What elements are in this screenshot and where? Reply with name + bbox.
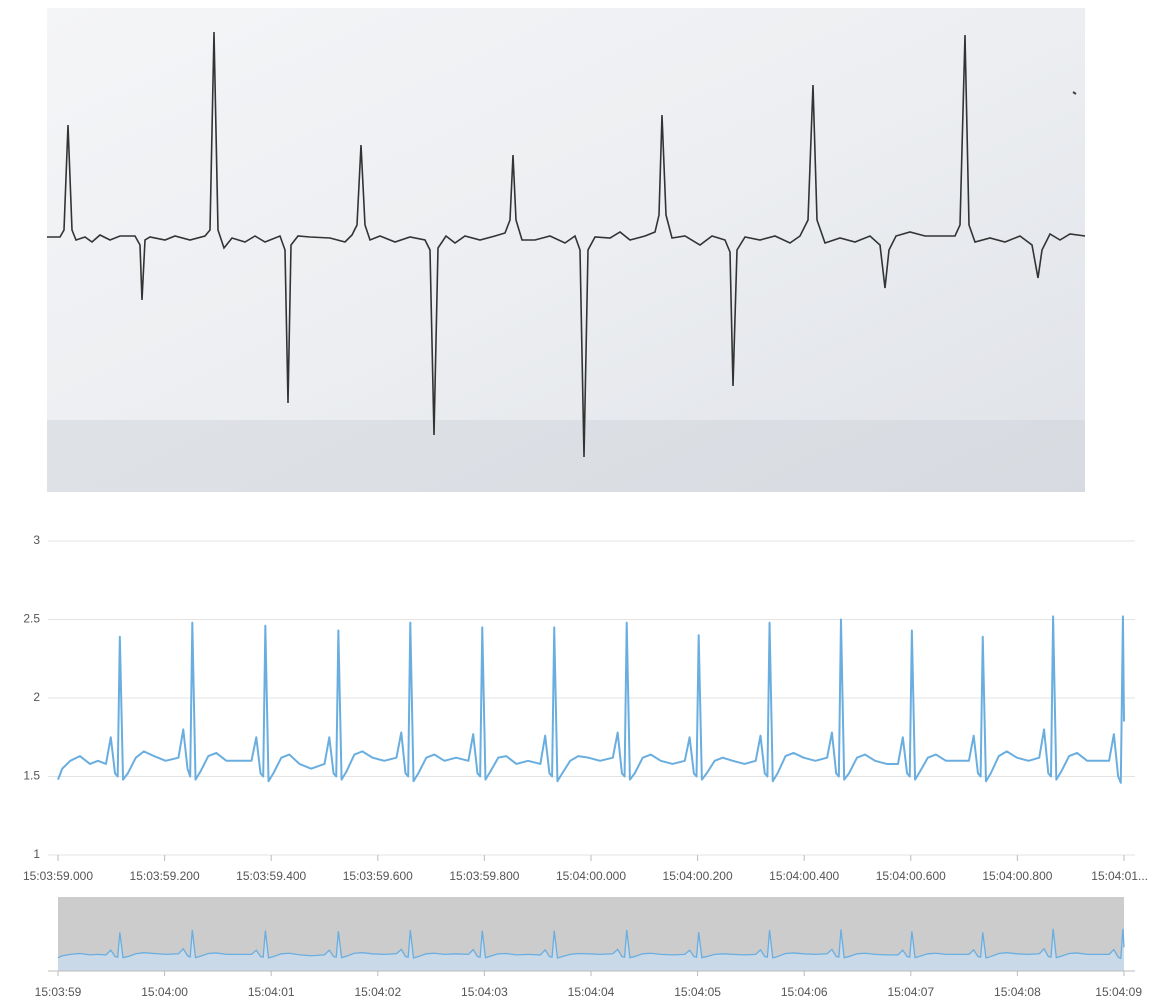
- navigator-tick-label: 15:04:09: [1095, 985, 1142, 999]
- series-line: [58, 616, 1124, 782]
- x-tick-label: 15:03:59.800: [449, 869, 519, 883]
- navigator-tick-label: 15:04:07: [887, 985, 934, 999]
- y-tick-label: 3: [33, 533, 40, 547]
- y-tick-label: 1.5: [23, 769, 40, 783]
- x-tick-label: 15:03:59.400: [236, 869, 306, 883]
- x-tick-label: 15:04:00.800: [982, 869, 1052, 883]
- ecg-photo: [47, 8, 1085, 492]
- y-tick-label: 1: [33, 847, 40, 861]
- x-tick-label: 15:04:00.000: [556, 869, 626, 883]
- navigator-tick-label: 15:04:02: [354, 985, 401, 999]
- navigator-tick-label: 15:04:04: [568, 985, 615, 999]
- page: 15:03:59 15:04:00 15:04:01 15:04:02 15:04:03…: [0, 0, 1152, 1004]
- paper: [47, 8, 1085, 492]
- x-tick-label: 15:03:59.600: [343, 869, 413, 883]
- navigator-tick-label: 15:04:01: [248, 985, 295, 999]
- navigator-tick-label: 15:04:05: [674, 985, 721, 999]
- navigator-tick-label: 15:04:06: [781, 985, 828, 999]
- y-tick-label: 2: [33, 690, 40, 704]
- chart: 15:03:59 15:04:00 15:04:01 15:04:02 15:04:03…: [0, 0, 1152, 1004]
- x-tick-label: 15:04:00.200: [663, 869, 733, 883]
- navigator-tick-label: 15:04:00: [141, 985, 188, 999]
- x-tick-label: 15:04:01...: [1091, 869, 1148, 883]
- y-tick-label: 2.5: [23, 612, 40, 626]
- navigator-tick-label: 15:04:08: [994, 985, 1041, 999]
- x-tick-label: 15:03:59.000: [23, 869, 93, 883]
- x-tick-label: 15:03:59.200: [130, 869, 200, 883]
- x-tick-label: 15:04:00.600: [876, 869, 946, 883]
- paper-shadow: [47, 420, 1085, 492]
- x-tick-label: 15:04:00.400: [769, 869, 839, 883]
- navigator-tick-label: 15:04:03: [461, 985, 508, 999]
- navigator-tick-label: 15:03:59: [35, 985, 82, 999]
